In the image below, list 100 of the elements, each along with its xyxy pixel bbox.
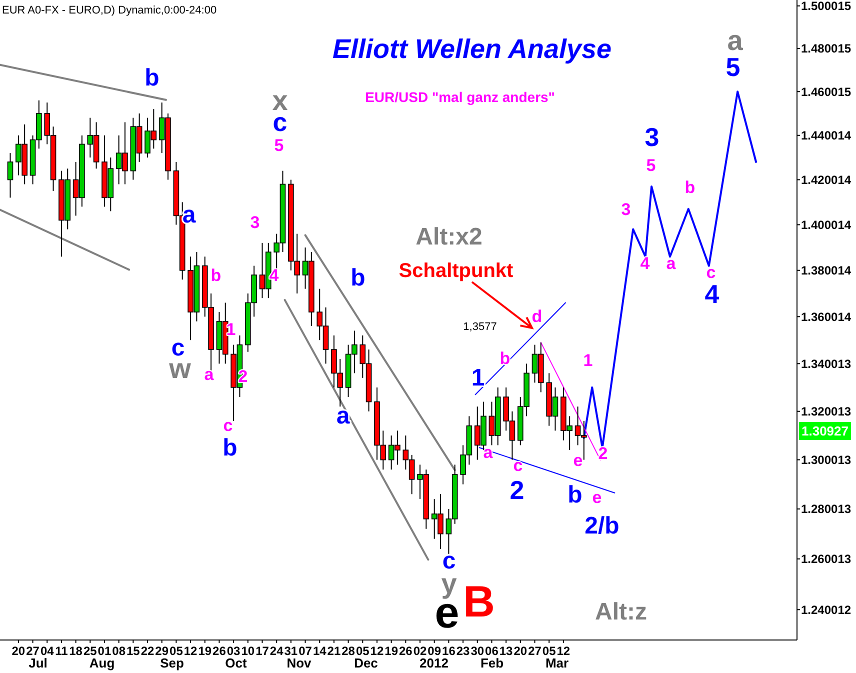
x-tick-label: 19 (198, 644, 212, 658)
x-tick-label: 20 (514, 644, 528, 658)
x-tick-label: 01 (98, 644, 112, 658)
x-tick-label: 19 (384, 644, 398, 658)
annotation: c (706, 262, 716, 282)
annotation: B (463, 577, 495, 626)
annotation: 4 (704, 279, 720, 310)
x-tick-label: 12 (370, 644, 384, 658)
text: Dec (354, 656, 378, 671)
x-tick-label: 22 (140, 644, 155, 658)
text: 1.30927 (802, 424, 848, 439)
y-tick-label: 1.480015 (801, 42, 852, 56)
x-tick-label: 23 (456, 644, 470, 658)
x-tick-label: 15 (126, 644, 140, 658)
x-tick-label: 07 (298, 644, 312, 658)
x-tick-label: 08 (112, 644, 126, 658)
annotation: 1 (583, 350, 593, 370)
x-tick-label: 20 (12, 644, 26, 658)
x-tick-label: 11 (55, 644, 68, 658)
annotation: c (513, 456, 523, 475)
y-tick-label: 1.440014 (801, 128, 852, 143)
annotation: b (144, 64, 160, 92)
text: 2012 (420, 656, 448, 671)
x-tick-label: 12 (556, 644, 570, 658)
x-tick-label: 06 (485, 644, 499, 658)
y-tick-label: 1.280013 (801, 502, 852, 516)
text: Sep (160, 656, 184, 671)
candlestick (7, 152, 14, 198)
y-tick-label: 1.360014 (801, 310, 852, 324)
x-tick-label: 25 (83, 644, 98, 658)
x-tick-label: 04 (40, 644, 54, 658)
annotation: c (223, 416, 233, 435)
text: Jul (28, 656, 48, 671)
x-tick-label: 05 (356, 644, 370, 658)
x-tick-label: 24 (270, 644, 284, 658)
x-tick-label: 29 (155, 644, 169, 658)
y-tick-label: 1.300013 (801, 452, 852, 467)
text: Elliott Wellen Analyse (332, 34, 612, 64)
text: Feb (480, 656, 504, 671)
x-tick-label: 27 (26, 644, 40, 658)
annotation: d (532, 306, 542, 326)
x-tick-label: 12 (184, 644, 198, 658)
annotation: 1 (471, 364, 485, 392)
y-tick-label: 1.460015 (801, 84, 852, 99)
annotation: e (592, 488, 602, 507)
annotation: Schaltpunkt (398, 260, 514, 282)
x-tick-label: 26 (212, 644, 226, 658)
annotation: 5 (274, 136, 284, 155)
annotation: 2/b (584, 512, 620, 540)
y-tick-label: 1.500015 (801, 0, 852, 14)
y-tick-label: 1.420014 (801, 172, 852, 187)
y-tick-label: 1.340013 (801, 356, 852, 371)
annotation: Alt:z (595, 598, 647, 626)
annotation: b (222, 434, 238, 462)
text: Aug (89, 656, 115, 671)
annotation: b (684, 178, 696, 197)
annotation: 4 (640, 254, 650, 273)
x-tick-label: 05 (170, 644, 184, 658)
annotation: a (666, 254, 676, 273)
x-tick-label: 03 (226, 644, 241, 658)
text: Nov (286, 656, 312, 671)
y-tick-label: 1.380014 (801, 264, 852, 278)
annotation: a (336, 402, 350, 430)
annotation: b (500, 348, 510, 368)
y-tick-label: 1.260013 (801, 552, 852, 566)
x-tick-label: 21 (327, 644, 341, 658)
x-tick-label: 13 (499, 644, 514, 658)
x-tick-label: 31 (284, 644, 298, 658)
annotation: e (573, 450, 583, 470)
x-tick-label: 30 (470, 644, 484, 658)
x-tick-label: 27 (528, 644, 542, 658)
x-tick-label: 16 (442, 644, 456, 658)
y-tick-label: 1.400014 (801, 218, 852, 232)
x-tick-label: 28 (342, 644, 356, 658)
x-tick-label: 14 (312, 644, 327, 658)
annotation: b (350, 264, 366, 292)
x-tick-label: 18 (69, 644, 83, 658)
x-tick-label: 26 (398, 644, 413, 658)
text: Oct (225, 656, 248, 671)
x-tick-label: 09 (428, 644, 442, 658)
x-tick-label: 05 (542, 644, 556, 658)
annotation: b (210, 266, 222, 285)
annotation: 2 (510, 475, 524, 506)
y-tick-label: 1.320013 (801, 404, 852, 419)
text: Mar (545, 656, 569, 671)
annotation: 5 (646, 156, 656, 175)
annotation: EUR A0-FX - EURO,D) Dynamic,0:00-24:00 (2, 4, 217, 17)
x-tick-label: 02 (413, 644, 428, 658)
y-tick-label: 1.240012 (801, 602, 852, 617)
annotation: a (182, 201, 196, 228)
annotation: 2 (598, 444, 608, 463)
annotation: b (568, 481, 582, 508)
x-tick-label: 17 (256, 644, 270, 658)
annotation: 1,3577 (463, 320, 497, 333)
line-series (582, 90, 758, 449)
annotation: 3 (250, 212, 260, 232)
annotation: a (204, 364, 214, 384)
annotation: Alt:x2 (416, 223, 482, 250)
annotation: 3 (644, 122, 660, 152)
text: EUR/USD "mal ganz anders" (365, 89, 555, 105)
